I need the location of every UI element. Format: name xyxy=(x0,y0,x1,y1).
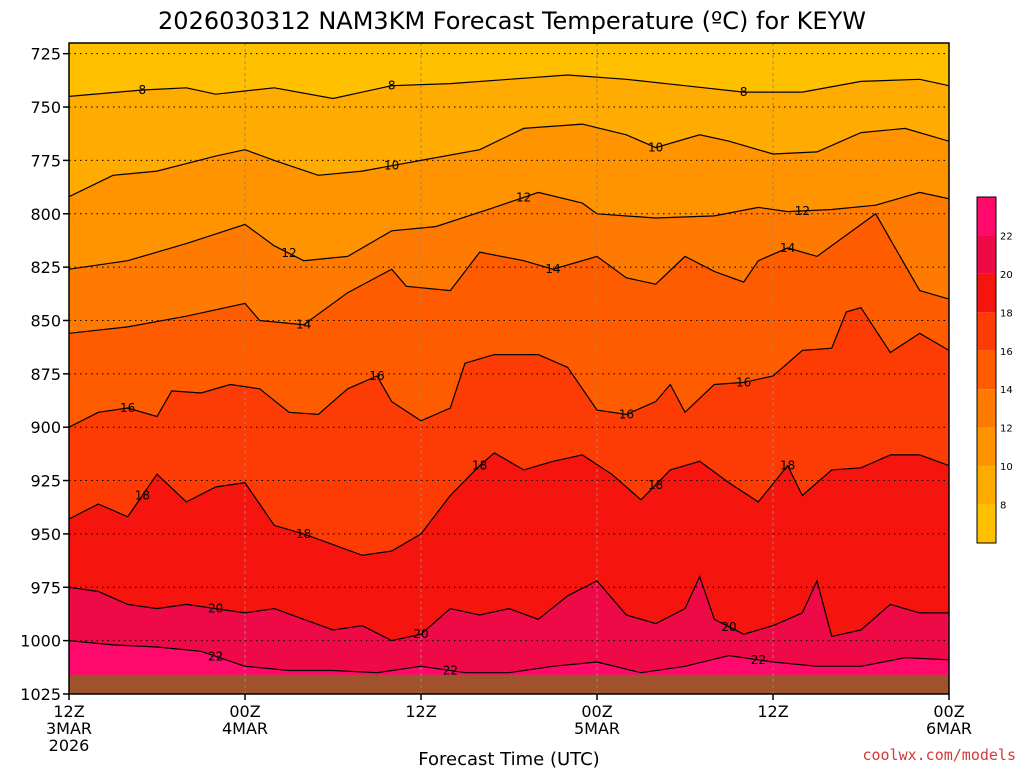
y-tick-label-975: 975 xyxy=(30,578,61,597)
colorbar-tick-18: 18 xyxy=(1000,308,1013,319)
x-tick-label-12-1: 4MAR xyxy=(222,719,268,738)
isotherm-label-20-0: 20 xyxy=(208,602,223,616)
y-tick-label-750: 750 xyxy=(30,98,61,117)
y-tick-label-825: 825 xyxy=(30,258,61,277)
x-tick-label-0-1: 3MAR xyxy=(46,719,92,738)
isotherm-label-16-0: 16 xyxy=(120,401,135,415)
ground-surface xyxy=(69,674,949,694)
isotherm-label-8-1: 8 xyxy=(388,79,396,93)
isotherm-label-18-1: 18 xyxy=(296,527,311,541)
isotherm-label-16-3: 16 xyxy=(736,375,751,389)
isotherm-labels: 8 8 8 10 10 12 12 12 14 14 14 16 16 16 16 18 18 18 18 18 20 2… xyxy=(120,79,810,678)
colorbar-tick-22: 22 xyxy=(1000,231,1013,242)
isotherm-12 xyxy=(69,191,949,270)
x-tick-label-60-1: 6MAR xyxy=(926,719,972,738)
colorbar-tick-8: 8 xyxy=(1000,501,1006,512)
x-tick-label-36-1: 5MAR xyxy=(574,719,620,738)
isotherm-20 xyxy=(69,574,949,642)
x-tick-label-12-0: 00Z xyxy=(229,702,260,721)
colorbar-tick-20: 20 xyxy=(1000,270,1013,281)
colorbar-tick-16: 16 xyxy=(1000,347,1013,358)
isotherm-22 xyxy=(69,640,949,674)
colorbar-swatch-20 xyxy=(977,235,996,274)
credit-text: coolwx.com/models xyxy=(862,746,1016,764)
colorbar-swatch-18 xyxy=(977,273,996,313)
chart-title: 2026030312 NAM3KM Forecast Temperature (… xyxy=(158,7,866,35)
y-tick-label-800: 800 xyxy=(30,205,61,224)
colorbar-swatch-10 xyxy=(977,427,996,467)
grid-lines xyxy=(69,43,949,694)
x-tick-label-48-0: 12Z xyxy=(757,702,788,721)
colorbar-tick-12: 12 xyxy=(1000,424,1013,435)
isotherm-label-16-2: 16 xyxy=(619,407,634,421)
isotherm-label-14-1: 14 xyxy=(545,262,560,276)
isotherm-18 xyxy=(69,452,949,556)
ground-layer xyxy=(69,674,949,694)
colorbar-swatch-6 xyxy=(977,504,996,543)
colorbar-tick-14: 14 xyxy=(1000,385,1013,396)
colorbar-swatch-12 xyxy=(977,389,996,428)
y-tick-label-775: 775 xyxy=(30,151,61,170)
isotherm-label-22-0: 22 xyxy=(208,649,223,663)
isotherm-label-12-1: 12 xyxy=(516,190,531,204)
isotherm-label-18-3: 18 xyxy=(648,478,663,492)
colorbar-tick-10: 10 xyxy=(1000,462,1013,473)
isotherm-label-12-0: 12 xyxy=(281,246,296,260)
isotherm-label-20-1: 20 xyxy=(413,627,428,641)
y-tick-label-850: 850 xyxy=(30,311,61,330)
colorbar-frame xyxy=(976,196,997,544)
isotherm-label-20-2: 20 xyxy=(721,620,736,634)
colorbar-legend: 8 10 12 14 16 18 20 22 xyxy=(976,196,1013,544)
temperature-bands xyxy=(69,75,949,694)
x-tick-label-24-0: 12Z xyxy=(405,702,436,721)
colorbar-swatch-14 xyxy=(977,350,996,390)
isotherm-label-22-2: 22 xyxy=(751,653,766,667)
isotherm-label-10-0: 10 xyxy=(384,159,399,173)
isotherm-label-18-4: 18 xyxy=(780,459,795,473)
x-axis-label: Forecast Time (UTC) xyxy=(418,749,599,768)
isotherm-label-18-0: 18 xyxy=(135,488,150,502)
x-tick-label-60-0: 00Z xyxy=(933,702,964,721)
isotherm-label-10-1: 10 xyxy=(648,141,663,155)
colorbar-swatch-16 xyxy=(977,312,996,351)
y-tick-label-925: 925 xyxy=(30,472,61,491)
plot-frame xyxy=(68,42,950,695)
isotherm-label-14-2: 14 xyxy=(780,241,795,255)
y-tick-label-1000: 1000 xyxy=(20,632,61,651)
isotherm-label-14-0: 14 xyxy=(296,318,311,332)
isotherm-8 xyxy=(69,74,949,100)
y-tick-label-875: 875 xyxy=(30,365,61,384)
y-axis: 725 750 775 800 825 850 875 900 925 950 975 1000 102… xyxy=(20,45,69,704)
isotherm-14 xyxy=(69,212,949,334)
y-tick-label-900: 900 xyxy=(30,418,61,437)
y-tick-label-1025: 1025 xyxy=(20,685,61,704)
x-tick-label-0-2: 2026 xyxy=(49,736,90,755)
plot-area: 8 8 8 10 10 12 12 12 14 14 14 16 16 16 16 18 18 18 18 18 20 2… xyxy=(68,42,950,695)
colorbar-swatch-8 xyxy=(977,466,996,505)
y-tick-label-950: 950 xyxy=(30,525,61,544)
isotherm-label-8-0: 8 xyxy=(139,83,147,97)
isotherm-label-8-2: 8 xyxy=(740,85,748,99)
isotherm-label-12-2: 12 xyxy=(795,204,810,218)
colorbar-swatch-22 xyxy=(977,197,996,236)
x-tick-label-36-0: 00Z xyxy=(581,702,612,721)
x-tick-label-0-0: 12Z xyxy=(53,702,84,721)
isotherm-label-18-2: 18 xyxy=(472,459,487,473)
isotherm-10 xyxy=(69,123,949,198)
isotherm-lines xyxy=(69,74,949,674)
isotherm-label-22-1: 22 xyxy=(443,664,458,678)
y-tick-label-725: 725 xyxy=(30,45,61,64)
isotherm-label-16-1: 16 xyxy=(369,369,384,383)
isotherm-16 xyxy=(69,307,949,428)
